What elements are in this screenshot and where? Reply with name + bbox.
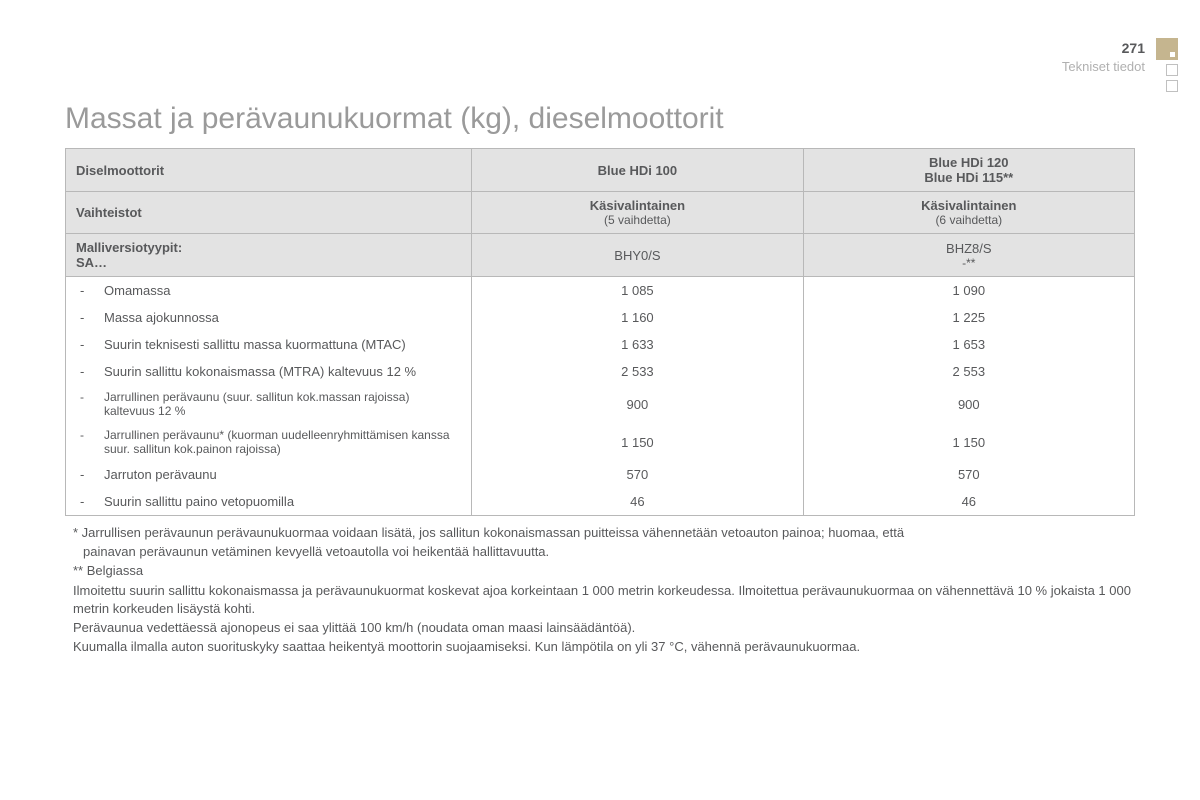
row-value-2: 2 553 (803, 358, 1134, 385)
header-gearbox-label: Vaihteistot (66, 192, 472, 234)
table-row: - Jarrullinen perävaunu (suur. sallitun k… (66, 385, 1135, 423)
header-model-col1: BHY0/S (472, 234, 803, 277)
row-label-cell: - Jarrullinen perävaunu* (kuorman uudelle… (66, 423, 472, 461)
table-row: - Jarrullinen perävaunu* (kuorman uudelle… (66, 423, 1135, 461)
row-value-2: 1 225 (803, 304, 1134, 331)
footnote-2: ** Belgiassa (73, 562, 1135, 580)
model2-code2: -** (814, 256, 1124, 270)
header-row-engines: Diselmoottorit Blue HDi 100 Blue HDi 120… (66, 149, 1135, 192)
row-value-2: 1 090 (803, 277, 1134, 305)
row-label-cell: - Suurin sallittu kokonaismassa (MTRA) ka… (66, 358, 472, 385)
row-dash: - (80, 428, 88, 442)
row-value-1: 1 085 (472, 277, 803, 305)
row-label-cell: - Jarruton perävaunu (66, 461, 472, 488)
row-value-1: 2 533 (472, 358, 803, 385)
page-title: Massat ja perävaunukuormat (kg), dieselm… (65, 102, 1135, 136)
row-value-1: 46 (472, 488, 803, 516)
row-value-1: 1 150 (472, 423, 803, 461)
footnote-5: Kuumalla ilmalla auton suorituskyky saat… (73, 638, 1135, 656)
row-value-2: 1 653 (803, 331, 1134, 358)
model1-code: BHY0/S (614, 248, 660, 263)
deco-square-outline-2 (1166, 80, 1178, 92)
header-row-model: Malliversiotyypit: SA… BHY0/S BHZ8/S -** (66, 234, 1135, 277)
table-row: - Suurin teknisesti sallittu massa kuorma… (66, 331, 1135, 358)
row-dash: - (80, 337, 88, 352)
row-value-1: 900 (472, 385, 803, 423)
row-label-cell: - Suurin teknisesti sallittu massa kuorma… (66, 331, 472, 358)
header-engine-col2: Blue HDi 120 Blue HDi 115** (803, 149, 1134, 192)
row-label-cell: - Massa ajokunnossa (66, 304, 472, 331)
corner-decoration (1150, 38, 1178, 92)
table-row: - Suurin sallittu kokonaismassa (MTRA) ka… (66, 358, 1135, 385)
table-row: - Jarruton perävaunu 570570 (66, 461, 1135, 488)
row-label: Jarruton perävaunu (104, 467, 461, 482)
model2-code: BHZ8/S (946, 241, 992, 256)
model-label-l2: SA… (76, 255, 107, 270)
row-dash: - (80, 283, 88, 298)
footnote-1a: * Jarrullisen perävaunun perävaunukuorma… (73, 524, 1135, 542)
deco-square-outline-1 (1166, 64, 1178, 76)
page-header: 271 Tekniset tiedot (1062, 40, 1145, 74)
page-number: 271 (1122, 40, 1145, 56)
footnote-3: Ilmoitettu suurin sallittu kokonaismassa… (73, 582, 1135, 618)
deco-square-filled (1156, 38, 1178, 60)
footnote-1b: painavan perävaunun vetäminen kevyellä v… (73, 543, 1135, 561)
row-label: Suurin teknisesti sallittu massa kuormat… (104, 337, 461, 352)
row-value-2: 46 (803, 488, 1134, 516)
gearbox1-l1: Käsivalintainen (590, 198, 685, 213)
section-label: Tekniset tiedot (1062, 59, 1145, 74)
header-gearbox-col1: Käsivalintainen (5 vaihdetta) (472, 192, 803, 234)
gearbox1-l2: (5 vaihdetta) (482, 213, 792, 227)
model-label-l1: Malliversiotyypit: (76, 240, 182, 255)
row-label-cell: - Omamassa (66, 277, 472, 305)
table-row: - Massa ajokunnossa 1 1601 225 (66, 304, 1135, 331)
gearbox2-l2: (6 vaihdetta) (814, 213, 1124, 227)
spec-table-body: - Omamassa 1 0851 090 - Massa ajokunnossa 1 1… (66, 277, 1135, 516)
row-dash: - (80, 364, 88, 379)
table-row: - Suurin sallittu paino vetopuomilla 4646 (66, 488, 1135, 516)
engine1-name: Blue HDi 100 (598, 163, 677, 178)
row-value-2: 900 (803, 385, 1134, 423)
row-value-1: 1 160 (472, 304, 803, 331)
row-label: Suurin sallittu kokonaismassa (MTRA) kal… (104, 364, 461, 379)
row-label-cell: - Jarrullinen perävaunu (suur. sallitun k… (66, 385, 472, 423)
engine2-name2: Blue HDi 115** (924, 170, 1013, 185)
footnotes: * Jarrullisen perävaunun perävaunukuorma… (65, 524, 1135, 656)
spec-table: Diselmoottorit Blue HDi 100 Blue HDi 120… (65, 148, 1135, 516)
row-dash: - (80, 467, 88, 482)
row-label-cell: - Suurin sallittu paino vetopuomilla (66, 488, 472, 516)
row-label: Jarrullinen perävaunu (suur. sallitun ko… (104, 390, 461, 418)
header-gearbox-col2: Käsivalintainen (6 vaihdetta) (803, 192, 1134, 234)
row-value-2: 570 (803, 461, 1134, 488)
row-dash: - (80, 494, 88, 509)
gearbox2-l1: Käsivalintainen (921, 198, 1016, 213)
row-value-2: 1 150 (803, 423, 1134, 461)
engine2-name1: Blue HDi 120 (929, 155, 1008, 170)
row-label: Massa ajokunnossa (104, 310, 461, 325)
row-label: Jarrullinen perävaunu* (kuorman uudellee… (104, 428, 461, 456)
row-dash: - (80, 310, 88, 325)
header-engine-col1: Blue HDi 100 (472, 149, 803, 192)
row-dash: - (80, 390, 88, 404)
header-model-label: Malliversiotyypit: SA… (66, 234, 472, 277)
table-row: - Omamassa 1 0851 090 (66, 277, 1135, 305)
header-model-col2: BHZ8/S -** (803, 234, 1134, 277)
row-label: Suurin sallittu paino vetopuomilla (104, 494, 461, 509)
row-value-1: 570 (472, 461, 803, 488)
header-row-gearbox: Vaihteistot Käsivalintainen (5 vaihdetta… (66, 192, 1135, 234)
header-engines-label: Diselmoottorit (66, 149, 472, 192)
footnote-4: Perävaunua vedettäessä ajonopeus ei saa … (73, 619, 1135, 637)
row-value-1: 1 633 (472, 331, 803, 358)
row-label: Omamassa (104, 283, 461, 298)
